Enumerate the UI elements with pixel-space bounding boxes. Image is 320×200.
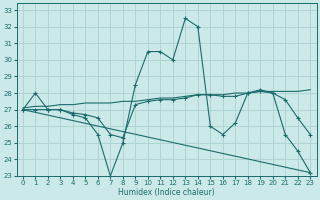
X-axis label: Humidex (Indice chaleur): Humidex (Indice chaleur): [118, 188, 215, 197]
